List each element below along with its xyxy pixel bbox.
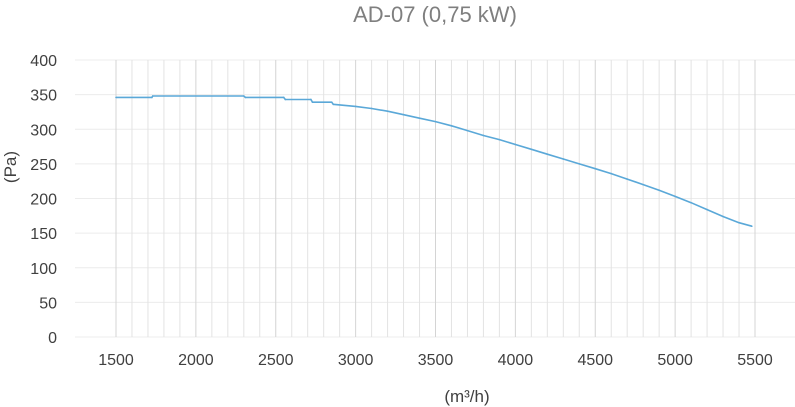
y-tick-label: 300 (30, 122, 57, 139)
chart-title: AD-07 (0,75 kW) (353, 2, 517, 27)
data-point (690, 201, 692, 204)
data-point (751, 225, 753, 227)
data-point (418, 117, 421, 119)
y-tick-label: 250 (30, 157, 57, 174)
data-point (466, 129, 469, 132)
y-tick-label: 150 (30, 226, 57, 243)
y-tick-labels: 0 50 100 150 200 250 300 350 400 (30, 53, 57, 347)
data-point (610, 172, 613, 175)
x-tick-label: 5500 (737, 352, 773, 369)
y-axis-title: (Pa) (1, 151, 20, 183)
x-tick-label: 5000 (657, 352, 693, 369)
data-point (514, 143, 517, 146)
data-point (311, 101, 314, 104)
x-tick-label: 4500 (577, 352, 613, 369)
series-layer (115, 95, 753, 227)
data-point (626, 178, 628, 180)
data-point (658, 189, 660, 191)
x-tick-label: 1500 (98, 352, 134, 369)
data-point (482, 134, 485, 137)
data-point (562, 158, 565, 160)
data-point (530, 148, 533, 151)
data-point (450, 124, 453, 127)
data-point (354, 105, 357, 108)
data-point (546, 153, 549, 155)
x-tick-label: 2000 (178, 352, 214, 369)
data-point (151, 95, 154, 97)
gridlines (75, 59, 795, 338)
data-point (284, 98, 287, 101)
y-tick-label: 350 (30, 88, 57, 105)
data-point (722, 215, 724, 218)
x-tick-labels: 1500 2000 2500 3000 3500 4000 4500 5000 5500 (98, 352, 773, 369)
data-point (332, 103, 335, 106)
y-tick-label: 100 (30, 261, 57, 278)
data-point (386, 110, 389, 113)
data-point (738, 221, 740, 224)
x-tick-label: 4000 (498, 352, 534, 369)
data-point (674, 195, 676, 198)
data-point (243, 95, 245, 97)
data-point (151, 96, 153, 99)
data-point (282, 96, 285, 99)
data-point (402, 113, 405, 116)
data-point (370, 107, 373, 110)
data-point (434, 120, 437, 123)
y-tick-label: 400 (30, 53, 57, 70)
data-point (115, 96, 117, 99)
data-point (578, 163, 581, 165)
data-point (706, 208, 708, 211)
y-tick-label: 50 (39, 295, 57, 312)
x-tick-label: 3000 (338, 352, 374, 369)
x-tick-label: 3500 (418, 352, 454, 369)
y-tick-label: 200 (30, 192, 57, 209)
data-point (498, 138, 501, 141)
data-point (642, 183, 644, 186)
data-point (310, 98, 312, 101)
y-tick-label: 0 (48, 330, 57, 347)
x-axis-title: (m³/h) (444, 387, 489, 406)
data-point (594, 167, 597, 170)
data-point (244, 96, 247, 99)
data-point (330, 101, 333, 104)
x-tick-label: 2500 (258, 352, 294, 369)
